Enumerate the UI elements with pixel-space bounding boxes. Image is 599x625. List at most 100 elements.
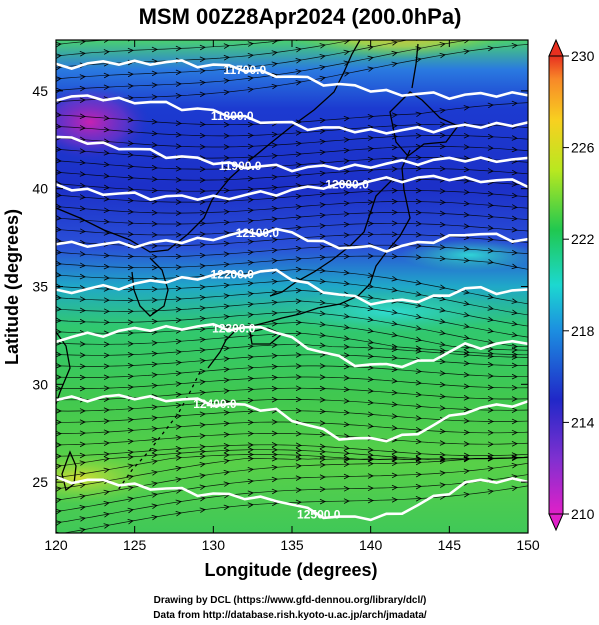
wind-arrow — [151, 426, 158, 432]
wind-arrow — [319, 456, 326, 463]
wind-arrow — [295, 455, 302, 462]
wind-arrow — [247, 442, 254, 448]
wind-arrow — [247, 197, 254, 203]
wind-arrow — [151, 254, 158, 260]
wind-arrow — [199, 188, 206, 194]
wind-arrow — [175, 45, 182, 52]
wind-arrow — [463, 246, 470, 252]
wind-arrow — [487, 430, 494, 436]
wind-arrow — [439, 121, 446, 128]
wind-streamline — [56, 146, 528, 159]
wind-arrow — [56, 474, 62, 481]
wind-arrow — [367, 388, 374, 394]
wind-arrow — [151, 297, 158, 303]
wind-arrow — [223, 443, 230, 449]
wind-arrow — [343, 115, 350, 122]
wind-arrow — [295, 69, 302, 75]
wind-arrow — [271, 279, 278, 285]
wind-arrow — [127, 83, 134, 89]
wind-arrow — [463, 323, 470, 329]
wind-arrow — [79, 228, 86, 234]
wind-arrow — [440, 0, 446, 3]
wind-arrow — [223, 144, 230, 150]
wind-arrow — [439, 329, 446, 336]
wind-arrow — [511, 43, 518, 49]
coastline — [56, 40, 460, 492]
wind-arrow — [343, 386, 350, 393]
wind-arrow — [79, 460, 86, 466]
wind-arrow — [199, 326, 206, 333]
wind-arrow — [271, 142, 278, 148]
wind-arrow — [175, 232, 182, 238]
wind-arrow — [391, 425, 398, 431]
wind-arrow — [79, 85, 86, 92]
wind-arrow — [199, 379, 206, 385]
wind-arrow — [415, 154, 422, 161]
wind-arrow — [247, 143, 254, 150]
wind-arrow — [127, 47, 134, 54]
wind-arrow — [56, 508, 62, 515]
wind-arrow — [199, 316, 206, 322]
wind-streamline — [56, 244, 528, 258]
wind-arrow — [319, 170, 326, 177]
wind-arrow — [439, 41, 446, 48]
wind-arrow — [343, 363, 350, 370]
wind-arrow — [463, 105, 470, 111]
contour-label: 12500.0 — [297, 507, 341, 521]
wind-arrow — [439, 458, 446, 465]
wind-arrow — [319, 431, 326, 438]
wind-arrow — [271, 131, 278, 138]
wind-streamline — [56, 201, 528, 214]
wind-streamline — [56, 456, 528, 490]
wind-arrow — [271, 185, 278, 191]
wind-arrow — [319, 397, 326, 403]
wind-arrow — [487, 247, 494, 254]
wind-arrow — [295, 309, 302, 315]
wind-arrow — [127, 286, 134, 293]
wind-arrow — [367, 146, 374, 152]
wind-arrow — [103, 352, 110, 359]
wind-arrow — [271, 396, 278, 403]
wind-arrow — [367, 305, 374, 312]
wind-arrow — [367, 411, 374, 417]
wind-arrow — [247, 121, 254, 128]
wind-arrow — [151, 118, 158, 125]
wind-arrow — [151, 340, 158, 346]
wind-arrow — [295, 140, 302, 147]
wind-arrow — [439, 381, 446, 388]
wind-arrow — [295, 214, 302, 221]
wind-arrow — [295, 499, 302, 506]
wind-streamline — [56, 456, 528, 501]
wind-arrow — [151, 415, 158, 421]
wind-arrow — [439, 165, 446, 172]
wind-arrow — [415, 133, 422, 139]
wind-arrow — [415, 459, 422, 466]
height-contour — [56, 135, 528, 173]
wind-arrow — [463, 491, 470, 498]
wind-arrow — [271, 342, 278, 348]
wind-arrow — [319, 278, 326, 284]
wind-arrow — [343, 375, 350, 381]
wind-arrow — [247, 490, 254, 496]
wind-arrow — [199, 144, 206, 150]
wind-arrow — [463, 200, 470, 207]
wind-arrow — [247, 64, 254, 70]
wind-arrow — [175, 391, 182, 398]
wind-arrow — [487, 395, 494, 402]
wind-arrow — [175, 253, 182, 260]
wind-arrow — [103, 512, 110, 518]
wind-arrow — [79, 296, 86, 302]
wind-arrow — [199, 495, 206, 502]
wind-arrow — [199, 305, 206, 312]
wind-arrow — [151, 459, 158, 465]
wind-arrow — [151, 82, 158, 88]
wind-arrow — [79, 74, 86, 80]
wind-arrow — [295, 172, 302, 179]
wind-arrow — [463, 178, 470, 184]
wind-arrow — [391, 413, 398, 419]
wind-arrow — [367, 485, 374, 492]
wind-arrow — [368, 34, 374, 40]
wind-arrow — [56, 306, 62, 312]
wind-arrow — [223, 66, 230, 73]
height-contour — [56, 59, 528, 101]
